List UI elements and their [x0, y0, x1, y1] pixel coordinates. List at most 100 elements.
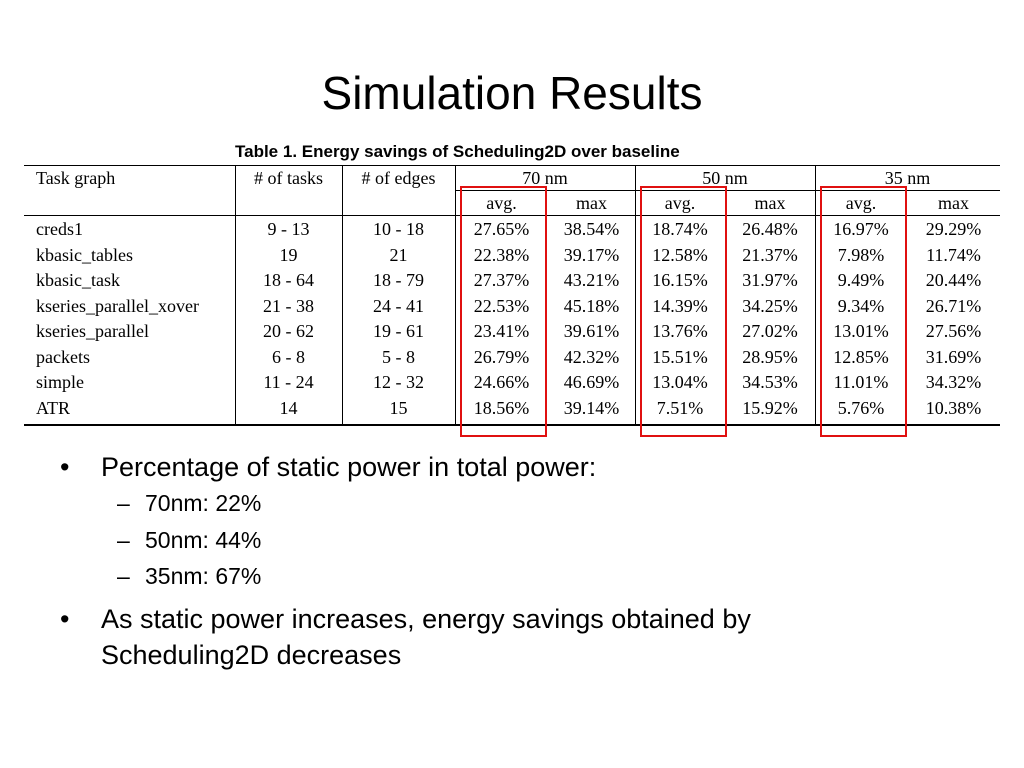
highlight-box [820, 186, 907, 437]
header-cell: # of edges [361, 168, 436, 188]
row-label: kbasic_task [36, 270, 120, 290]
table-cell: 12.85% [833, 346, 889, 367]
column-rule [455, 166, 456, 425]
column-rule [235, 166, 236, 425]
table-cell: 39.17% [563, 244, 620, 265]
table-cell: 45.18% [563, 295, 620, 316]
column-rule [635, 166, 636, 425]
table-cell: 20 - 62 [263, 321, 314, 341]
table-caption: Table 1. Energy savings of Scheduling2D … [235, 142, 680, 161]
row-label: creds1 [36, 219, 83, 239]
table-cell: 7.51% [656, 397, 704, 418]
table-cell: 26.48% [742, 219, 798, 239]
row-label: ATR [36, 397, 71, 418]
sub-bullet-marker: – [117, 563, 130, 589]
table-cell: 24 - 41 [373, 295, 424, 316]
table-cell: 27.65% [473, 219, 530, 239]
table-cell: 15 [389, 397, 408, 418]
table-cell: 34.25% [742, 295, 798, 316]
table-cell: 24.66% [473, 372, 530, 392]
table-cell: 22.53% [473, 295, 530, 316]
table-cell: 27.02% [742, 321, 798, 341]
table-rule [24, 215, 1000, 216]
table-cell: 26.71% [925, 295, 982, 316]
row-label: kseries_parallel [36, 321, 149, 341]
header-cell: 35 nm [884, 168, 931, 188]
subheader-cell: avg. [845, 193, 877, 213]
table-cell: 19 - 61 [373, 321, 424, 341]
table-cell: 15.92% [742, 397, 798, 418]
table-cell: 11.74% [926, 244, 981, 265]
table-cell: 11 - 24 [263, 372, 314, 392]
table-cell: 34.32% [925, 372, 982, 392]
table-cell: 21 [389, 244, 408, 265]
row-label: simple [36, 372, 84, 392]
table-cell: 31.69% [925, 346, 982, 367]
sub-bullet-marker: – [117, 490, 130, 516]
table-cell: 39.61% [563, 321, 620, 341]
table-cell: 18.74% [652, 219, 708, 239]
table-cell: 20.44% [925, 270, 982, 290]
table-cell: 28.95% [742, 346, 798, 367]
bullet-text: As static power increases, energy saving… [101, 603, 751, 670]
table-cell: 14 [279, 397, 298, 418]
table-cell: 9 - 13 [267, 219, 310, 239]
table-cell: 22.38% [473, 244, 530, 265]
table-cell: 27.56% [925, 321, 982, 341]
table-cell: 12.58% [652, 244, 708, 265]
table-cell: 10.38% [925, 397, 982, 418]
bullet-marker: • [60, 603, 70, 634]
table-cell: 31.97% [742, 270, 798, 290]
table-cell: 38.54% [563, 219, 620, 239]
table-cell: 27.37% [473, 270, 530, 290]
subheader-cell: avg. [664, 193, 696, 213]
table-cell: 18.56% [473, 397, 530, 418]
table-cell: 9.34% [837, 295, 885, 316]
table-cell: 11.01% [833, 372, 889, 392]
table-cell: 26.79% [473, 346, 530, 367]
table-cell: 6 - 8 [272, 346, 305, 367]
highlight-box [460, 186, 547, 437]
table-cell: 42.32% [563, 346, 620, 367]
row-label: packets [36, 346, 90, 367]
sub-bullet-text: 70nm: 22% [145, 490, 262, 516]
table-rule [24, 424, 1000, 426]
table-rule [24, 165, 1000, 166]
table-cell: 39.14% [563, 397, 620, 418]
table-cell: 16.15% [652, 270, 708, 290]
table-cell: 21 - 38 [263, 295, 314, 316]
table-cell: 46.69% [563, 372, 620, 392]
table-cell: 13.76% [652, 321, 708, 341]
highlight-box [640, 186, 727, 437]
subheader-cell: max [938, 193, 969, 213]
table-cell: 7.98% [837, 244, 885, 265]
bullet-text: Percentage of static power in total powe… [101, 452, 597, 482]
sub-bullet-text: 35nm: 67% [145, 563, 262, 589]
table-cell: 23.41% [473, 321, 530, 341]
table-cell: 29.29% [925, 219, 982, 239]
sub-bullet-marker: – [117, 526, 130, 553]
table-cell: 13.01% [833, 321, 889, 341]
table-cell: 18 - 64 [263, 270, 314, 290]
table-cell: 19 [279, 244, 298, 265]
table-cell: 21.37% [742, 244, 798, 265]
table-cell: 9.49% [837, 270, 885, 290]
header-cell: Task graph [36, 168, 116, 188]
header-cell: 50 nm [702, 168, 748, 188]
slide-title: Simulation Results [321, 67, 703, 119]
table-cell: 5.76% [837, 397, 885, 418]
table-cell: 12 - 32 [373, 372, 424, 392]
header-cell: # of tasks [254, 168, 323, 188]
table-rule [455, 190, 1000, 191]
table-cell: 16.97% [833, 219, 889, 239]
table-cell: 43.21% [563, 270, 620, 290]
table-cell: 15.51% [652, 346, 708, 367]
column-rule [342, 166, 343, 425]
row-label: kbasic_tables [36, 244, 133, 265]
sub-bullet-text: 50nm: 44% [145, 526, 262, 553]
row-label: kseries_parallel_xover [36, 295, 199, 316]
table-cell: 5 - 8 [382, 346, 415, 367]
table-cell: 10 - 18 [373, 219, 424, 239]
table-cell: 18 - 79 [373, 270, 424, 290]
